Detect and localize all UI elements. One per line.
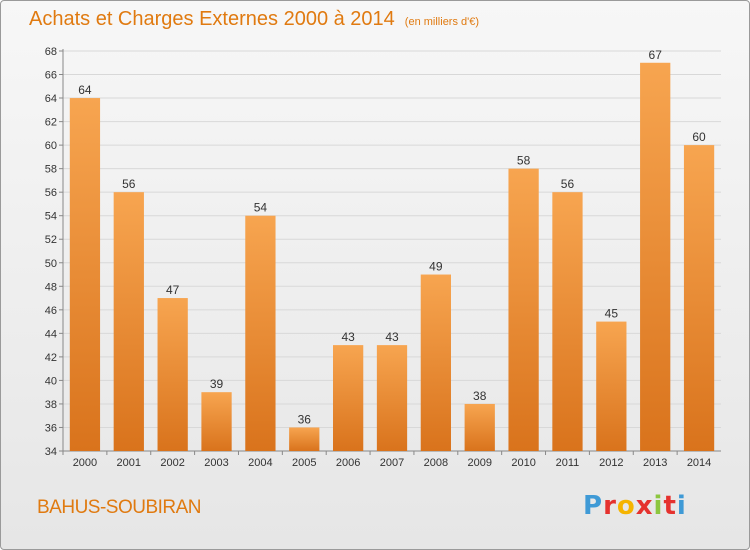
y-tick-label: 42 [45,352,57,364]
y-tick-label: 48 [45,281,57,293]
data-labels: 64 56 47 39 54 36 43 43 49 38 58 56 45 67 60 [78,48,706,427]
logo-letter: i [676,491,687,521]
data-label: 43 [341,330,355,344]
bar [69,98,101,451]
logo-letter: P [583,491,604,521]
data-label: 54 [254,201,268,215]
data-label: 67 [649,48,663,62]
bar [683,145,715,451]
x-tick-label: 2012 [599,457,623,469]
y-tick-label: 66 [45,70,57,82]
logo-letter: t [663,491,677,521]
proxiti-logo: Proxiti [583,491,687,521]
x-tick-label: 2001 [117,457,141,469]
x-tick-label: 2014 [687,457,711,469]
y-tick-label: 40 [45,375,57,387]
data-label: 43 [385,330,399,344]
bar [596,321,627,451]
bar [640,62,671,451]
data-label: 56 [122,177,136,191]
data-label: 45 [605,307,619,321]
data-label: 38 [473,389,487,403]
y-tick-label: 50 [45,258,57,270]
y-tick-label: 54 [45,211,57,223]
y-tick-label: 36 [45,422,57,434]
x-tick-label: 2003 [204,457,228,469]
y-tick-label: 46 [45,305,57,317]
data-label: 56 [561,177,575,191]
logo-letter: x [635,491,654,521]
bar [201,392,232,451]
y-tick-label: 60 [45,140,57,152]
y-tick-label: 58 [45,164,57,176]
x-tick-label: 2002 [160,457,184,469]
axes: 34 36 38 40 42 44 46 48 50 52 54 56 58 60 62 64 66 68 2000… [45,46,721,469]
x-tick-label: 2005 [292,457,316,469]
x-tick-label: 2008 [424,457,448,469]
chart-title-text: Achats et Charges Externes 2000 à 2014 [29,8,395,30]
x-tick-label: 2009 [467,457,491,469]
commune-name: BAHUS-SOUBIRAN [37,497,202,518]
y-tick-label: 56 [45,187,57,199]
bar [420,274,452,451]
x-tick-label: 2006 [336,457,360,469]
bar [332,345,364,451]
data-label: 36 [298,412,312,426]
bar [157,298,188,451]
bar [552,192,583,452]
y-tick-label: 64 [45,93,57,105]
x-tick-label: 2007 [380,457,404,469]
y-tick-label: 68 [45,46,57,58]
chart-unit: (en milliers d'€) [404,16,480,28]
y-tick-label: 38 [45,399,57,411]
data-label: 64 [78,83,92,97]
data-label: 47 [166,283,180,297]
x-tick-label: 2004 [248,457,272,469]
y-tick-label: 62 [45,117,57,129]
logo-letter: o [616,491,636,521]
y-tick-label: 34 [45,446,57,458]
x-tick-label: 2010 [511,457,535,469]
y-tick-label: 44 [45,328,57,340]
data-label: 58 [517,154,531,168]
bar [113,192,144,452]
chart-title: Achats et Charges Externes 2000 à 2014 (e… [29,8,479,31]
data-label: 60 [692,130,706,144]
logo-letter: i [653,491,664,521]
logo-letter: r [603,491,617,521]
data-label: 39 [210,377,224,391]
x-tick-label: 2000 [73,457,97,469]
bar [376,345,408,451]
y-tick-label: 52 [45,234,57,246]
bar [289,427,320,451]
x-tick-label: 2011 [556,457,580,469]
bars [69,62,715,452]
bar [508,168,539,451]
bar [464,403,495,451]
bar [245,215,276,451]
x-tick-label: 2013 [643,457,667,469]
data-label: 49 [429,260,443,274]
